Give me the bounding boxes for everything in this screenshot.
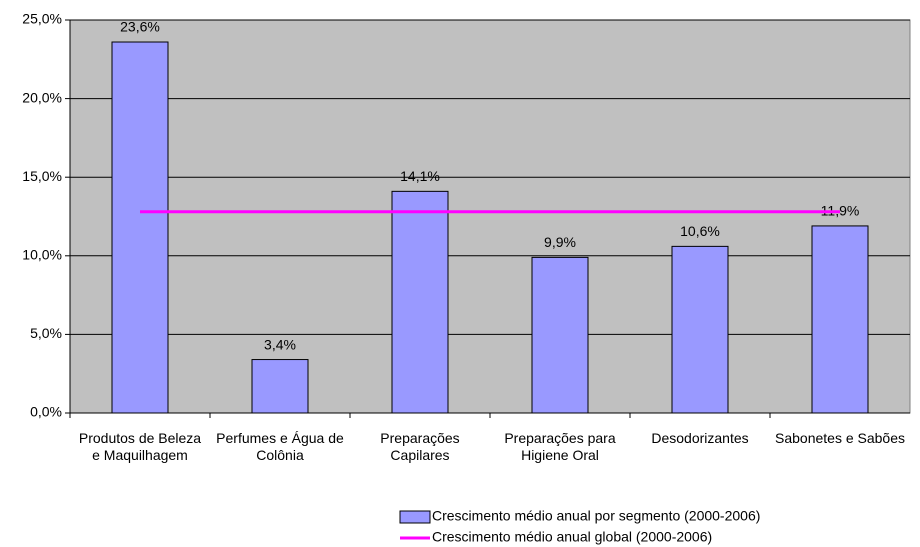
- x-tick-label: Produtos de Beleza e Maquilhagem: [78, 430, 202, 463]
- data-label: 23,6%: [120, 19, 160, 35]
- plot-area: [69, 19, 911, 414]
- data-label: 14,1%: [400, 168, 440, 184]
- x-tick-label: Desodorizantes: [651, 430, 749, 446]
- bar: [531, 256, 589, 414]
- bar: [391, 190, 449, 414]
- bar: [251, 359, 309, 414]
- y-tick-label: 5,0%: [30, 325, 62, 341]
- data-label: 10,6%: [680, 223, 720, 239]
- legend-swatch: [399, 510, 431, 524]
- bar: [671, 245, 729, 414]
- x-tick-label: Sabonetes e Sabões: [775, 430, 905, 446]
- bar: [111, 41, 169, 414]
- data-label: 3,4%: [264, 336, 296, 352]
- x-tick-label: Preparações para Higiene Oral: [504, 430, 616, 463]
- y-tick-label: 15,0%: [22, 168, 62, 184]
- y-tick-label: 10,0%: [22, 247, 62, 263]
- y-tick-label: 0,0%: [30, 404, 62, 420]
- y-tick-label: 20,0%: [22, 89, 62, 105]
- legend-label: Crescimento médio anual global (2000-200…: [432, 529, 712, 545]
- bar: [811, 225, 869, 414]
- data-label: 9,9%: [544, 234, 576, 250]
- x-tick-label: Perfumes e Água de Colônia: [216, 430, 344, 463]
- x-tick-label: Preparações Capilares: [380, 430, 460, 463]
- y-tick-label: 25,0%: [22, 11, 62, 27]
- legend-label: Crescimento médio anual por segmento (20…: [432, 508, 760, 524]
